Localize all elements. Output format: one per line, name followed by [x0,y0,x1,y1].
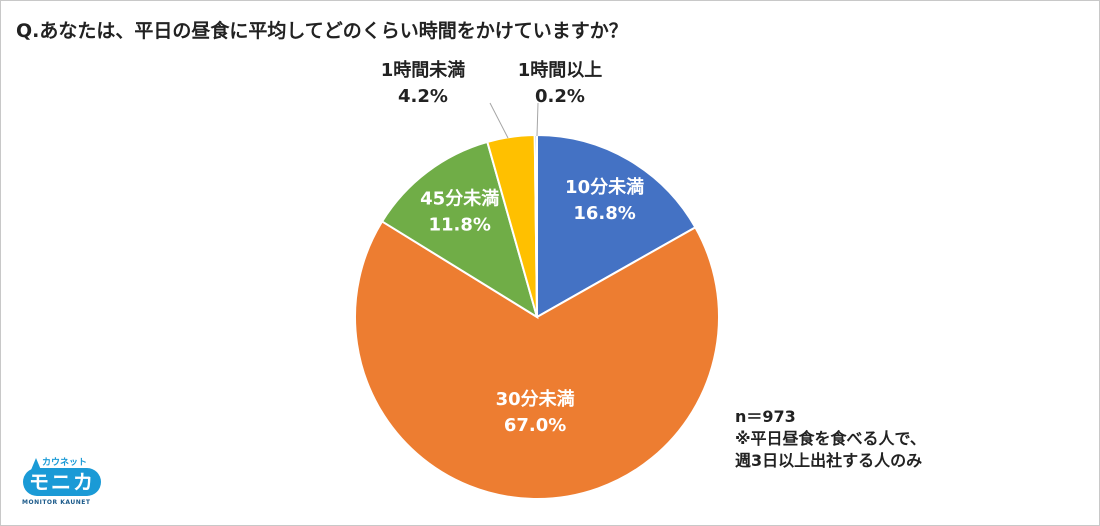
slice-label-4: 1時間以上 [518,60,603,81]
slice-value-3: 4.2% [398,86,448,107]
chart-title: Q.あなたは、平日の昼食に平均してどのくらい時間をかけていますか？ [16,20,628,42]
slice-label-1: 30分未満 [496,388,575,410]
note-line-2: 週3日以上出社する人のみ [735,451,923,470]
slice-label-3: 1時間未満 [381,59,466,81]
slice-value-1: 67.0% [504,415,566,436]
slice-label-0: 10分未満 [565,176,644,198]
pie-slice-0 [536,133,697,319]
pie-slice-2 [380,140,539,320]
monica-logo: カウネット モニカ MONITOR KAUNET [18,455,108,515]
logo-kana: カウネット [42,458,88,468]
logo-main: モニカ [23,458,101,496]
leader-line-3 [489,102,509,139]
slice-value-0: 16.8% [573,203,635,224]
pie-slice-1 [354,220,720,500]
chart-note: n＝973 ※平日昼食を食べる人で、 週3日以上出社する人のみ [735,406,926,472]
leader-line-4 [536,102,539,137]
sample-size: n＝973 [735,407,796,426]
slice-label-2: 45分未満 [420,188,499,210]
slice-value-2: 11.8% [428,215,490,236]
logo-sub: MONITOR KAUNET [22,499,91,506]
note-line-1: ※平日昼食を食べる人で、 [735,429,926,448]
slice-value-4: 0.2% [535,86,585,107]
